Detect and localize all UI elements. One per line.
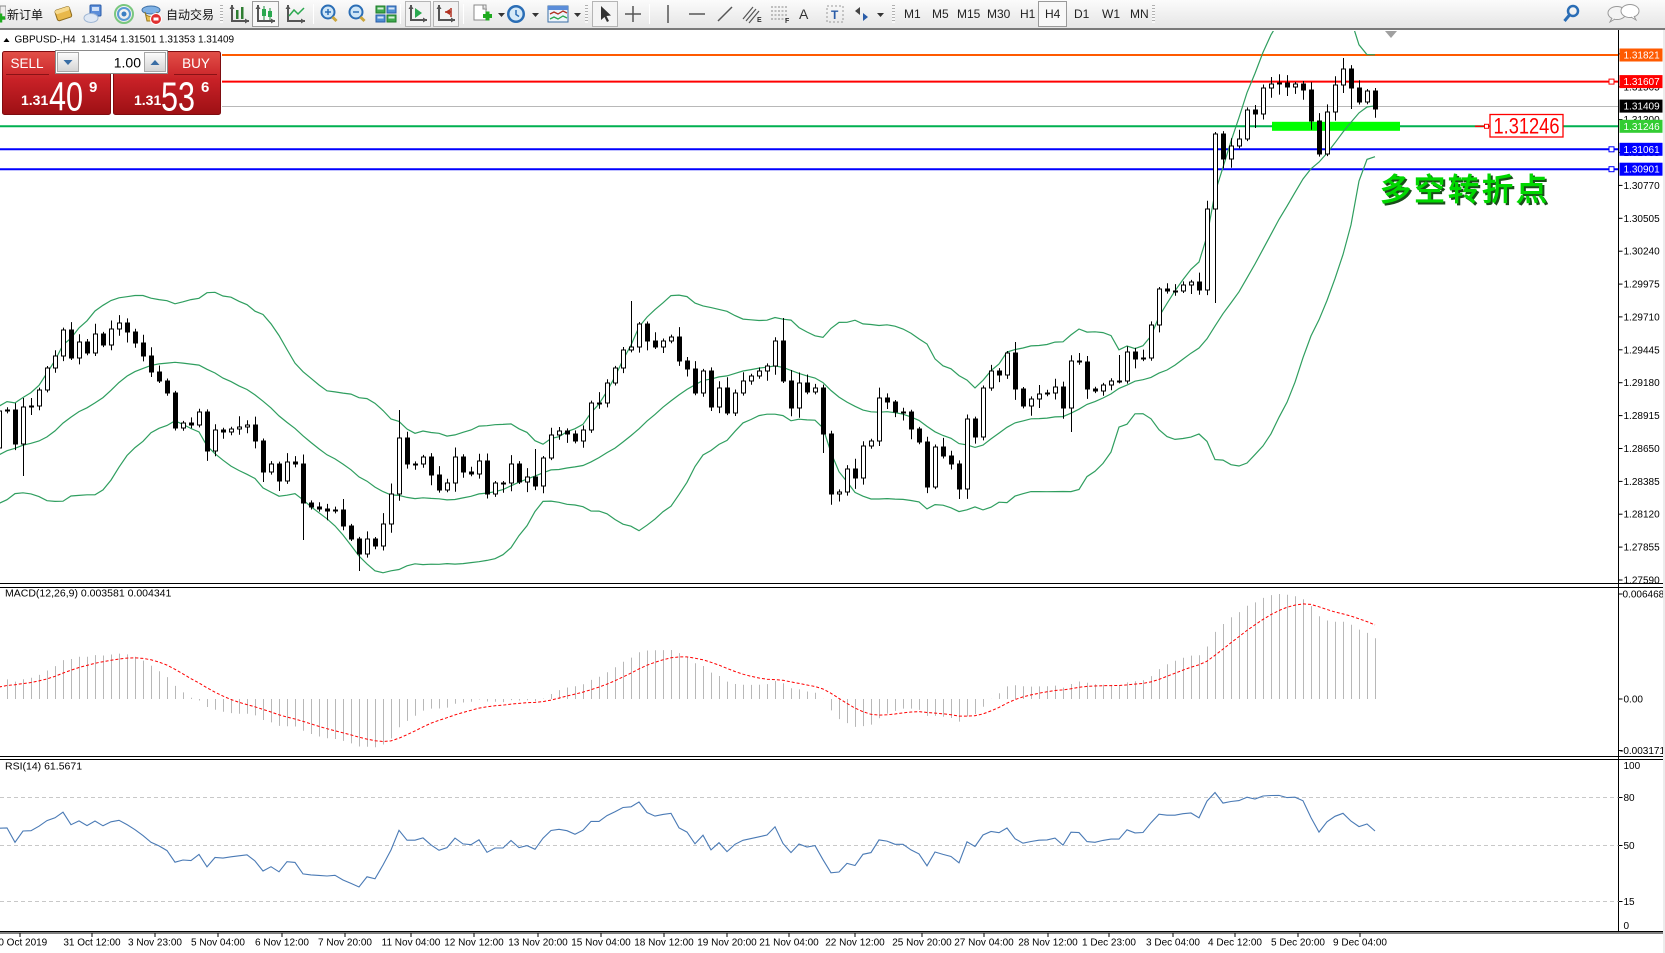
svg-text:GBPUSD-,H4 1.31454 1.31501 1.: GBPUSD-,H4 1.31454 1.31501 1.31353 1.314… [15,35,235,46]
svg-text:0.006468: 0.006468 [1623,590,1665,601]
svg-text:1.29975: 1.29975 [1624,280,1661,291]
svg-text:27 Nov 04:00: 27 Nov 04:00 [954,938,1014,949]
svg-text:MACD(12,26,9) 0.003581 0.00434: MACD(12,26,9) 0.003581 0.004341 [5,588,172,600]
svg-text:12 Nov 12:00: 12 Nov 12:00 [444,938,504,949]
svg-text:1.31: 1.31 [21,92,48,108]
svg-text:0.00: 0.00 [1624,695,1644,706]
svg-text:5 Dec 20:00: 5 Dec 20:00 [1271,938,1325,949]
svg-text:1.27590: 1.27590 [1624,576,1661,587]
svg-text:6 Nov 12:00: 6 Nov 12:00 [255,938,309,949]
svg-text:80: 80 [1624,793,1636,804]
svg-text:15: 15 [1624,897,1636,908]
svg-text:1.30505: 1.30505 [1624,214,1661,225]
svg-text:11 Nov 04:00: 11 Nov 04:00 [382,938,441,949]
svg-text:6: 6 [201,79,209,96]
svg-text:7 Nov 20:00: 7 Nov 20:00 [318,938,372,949]
svg-text:1.31409: 1.31409 [1624,102,1661,113]
svg-text:F: F [785,18,790,25]
svg-text:1 Dec 23:00: 1 Dec 23:00 [1082,938,1136,949]
svg-text:1.31246: 1.31246 [1624,122,1661,133]
svg-text:53: 53 [161,74,195,120]
svg-text:1.30901: 1.30901 [1624,165,1661,176]
svg-text:15 Nov 04:00: 15 Nov 04:00 [571,938,631,949]
svg-text:-0.003171: -0.003171 [1620,746,1665,757]
svg-text:1.29710: 1.29710 [1624,312,1661,323]
svg-text:5 Nov 04:00: 5 Nov 04:00 [191,938,245,949]
svg-text:28 Nov 12:00: 28 Nov 12:00 [1018,938,1078,949]
svg-text:1.27855: 1.27855 [1624,543,1661,554]
svg-text:1.31: 1.31 [134,92,161,108]
svg-text:1.31246: 1.31246 [1494,114,1560,139]
svg-text:1.31061: 1.31061 [1624,145,1661,156]
svg-text:13 Nov 20:00: 13 Nov 20:00 [508,938,568,949]
svg-text:19 Nov 20:00: 19 Nov 20:00 [697,938,757,949]
svg-text:T: T [831,8,839,22]
svg-text:1.28915: 1.28915 [1624,411,1661,422]
svg-text:1.00: 1.00 [114,55,141,71]
svg-text:多空转折点: 多空转折点 [1382,175,1552,210]
svg-text:50: 50 [1624,841,1636,852]
svg-text:1.30240: 1.30240 [1624,247,1661,258]
svg-text:1.28120: 1.28120 [1624,510,1661,521]
svg-text:4 Dec 12:00: 4 Dec 12:00 [1208,938,1262,949]
svg-text:1.28650: 1.28650 [1624,444,1661,455]
svg-text:30 Oct 2019: 30 Oct 2019 [0,938,48,949]
svg-text:31 Oct 12:00: 31 Oct 12:00 [63,938,121,949]
svg-text:1.31607: 1.31607 [1624,77,1661,88]
svg-text:0: 0 [1624,921,1630,932]
svg-text:1.30770: 1.30770 [1624,181,1661,192]
svg-text:100: 100 [1624,761,1641,772]
svg-text:21 Nov 04:00: 21 Nov 04:00 [759,938,819,949]
svg-text:E: E [757,17,762,24]
svg-text:BUY: BUY [182,56,210,71]
svg-text:多空转折点: 多空转折点 [1380,173,1550,208]
svg-text:40: 40 [49,74,83,120]
svg-text:1.29180: 1.29180 [1624,378,1661,389]
svg-text:RSI(14) 61.5671: RSI(14) 61.5671 [5,761,82,773]
svg-text:3 Dec 04:00: 3 Dec 04:00 [1146,938,1200,949]
svg-text:1.29445: 1.29445 [1624,345,1661,356]
svg-text:9 Dec 04:00: 9 Dec 04:00 [1333,938,1387,949]
svg-text:9: 9 [89,79,97,96]
svg-text:1.28385: 1.28385 [1624,477,1661,488]
svg-text:22 Nov 12:00: 22 Nov 12:00 [825,938,885,949]
svg-text:SELL: SELL [10,56,44,71]
svg-text:3 Nov 23:00: 3 Nov 23:00 [128,938,182,949]
svg-text:25 Nov 20:00: 25 Nov 20:00 [892,938,952,949]
svg-text:1.31821: 1.31821 [1624,51,1661,62]
svg-text:18 Nov 12:00: 18 Nov 12:00 [634,938,694,949]
